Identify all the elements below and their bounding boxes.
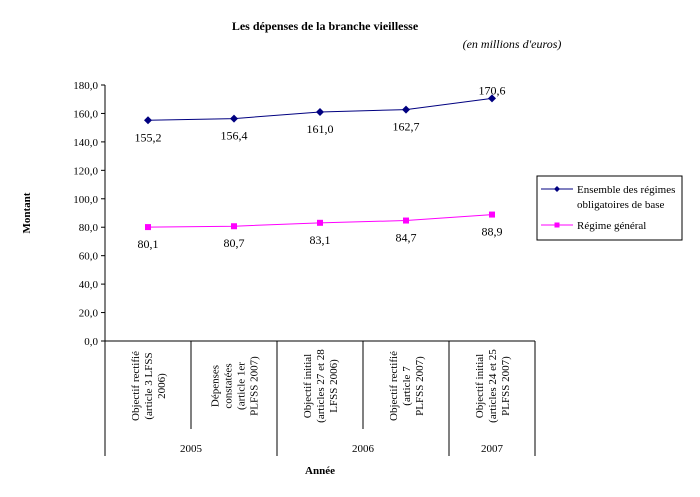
- data-label: 83,1: [310, 233, 331, 247]
- data-point: [402, 105, 410, 114]
- category-label: constatées: [223, 363, 235, 408]
- data-label: 161,0: [307, 122, 334, 136]
- legend-label: obligatoires de base: [577, 199, 664, 211]
- y-tick-label: 80,0: [79, 222, 99, 234]
- chart-subtitle: (en millions d'euros): [463, 37, 562, 51]
- y-tick-label: 120,0: [73, 165, 98, 177]
- y-tick-label: 60,0: [79, 251, 99, 263]
- chart-title: Les dépenses de la branche vieillesse: [232, 19, 419, 33]
- category-label: Objectif rectifié: [130, 351, 142, 421]
- group-label: 2005: [180, 443, 203, 455]
- data-point: [145, 224, 151, 231]
- category-label: (article 3 LFSS: [143, 352, 155, 419]
- category-label: 2006): [156, 373, 168, 399]
- legend-marker: [554, 186, 560, 192]
- data-point: [488, 94, 496, 103]
- y-tick-label: 180,0: [73, 80, 98, 92]
- data-label: 88,9: [482, 225, 503, 239]
- category-label: Dépenses: [210, 365, 222, 407]
- y-tick-label: 20,0: [79, 308, 99, 320]
- category-label: Objectif initial: [302, 354, 314, 418]
- legend-box: [536, 175, 683, 241]
- category-label: PLFSS 2007): [249, 356, 261, 416]
- y-tick-label: 140,0: [73, 137, 98, 149]
- data-label: 80,7: [224, 236, 245, 250]
- category-label: (articles 24 et 25: [487, 349, 499, 423]
- legend-label: Ensemble des régimes: [577, 184, 675, 196]
- y-tick-label: 0,0: [84, 336, 98, 348]
- data-label: 80,1: [138, 237, 159, 251]
- data-point: [144, 116, 152, 125]
- data-point: [230, 114, 238, 123]
- data-point: [231, 223, 237, 230]
- group-label: 2007: [481, 443, 504, 455]
- category-label: (articles 27 et 28: [315, 349, 327, 423]
- category-label: LFSS 2006): [328, 359, 340, 413]
- category-label: Objectif initial: [474, 354, 486, 418]
- data-point: [403, 217, 409, 224]
- y-axis-label: Montant: [21, 192, 33, 233]
- category-label: Objectif rectifié: [388, 351, 400, 421]
- legend-marker: [554, 222, 560, 228]
- category-label: PLFSS 2007): [500, 356, 512, 416]
- y-tick-label: 40,0: [79, 279, 99, 291]
- x-axis-label: Année: [305, 465, 335, 477]
- data-label: 170,6: [479, 83, 506, 97]
- data-label: 155,2: [135, 130, 162, 144]
- category-label: PLFSS 2007): [414, 356, 426, 416]
- data-label: 156,4: [221, 129, 248, 143]
- data-point: [316, 108, 324, 117]
- category-label: (article 7: [401, 366, 413, 406]
- y-tick-label: 160,0: [73, 108, 98, 120]
- group-label: 2006: [352, 443, 375, 455]
- data-label: 162,7: [393, 120, 420, 134]
- data-label: 84,7: [396, 231, 417, 245]
- y-tick-label: 100,0: [73, 194, 98, 206]
- data-point: [317, 219, 323, 226]
- category-label: (article 1er: [236, 362, 248, 410]
- data-point: [489, 211, 495, 218]
- legend-label: Régime général: [577, 220, 646, 232]
